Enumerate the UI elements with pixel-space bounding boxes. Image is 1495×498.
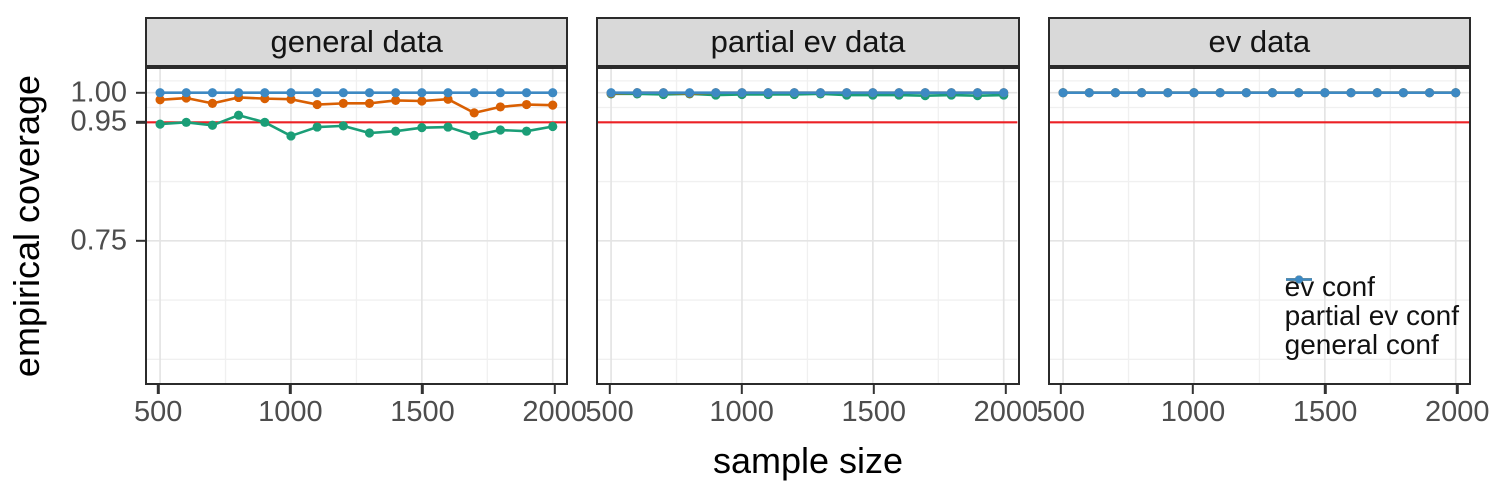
- legend-key-icon: [1285, 275, 1312, 284]
- legend: ev conf partial ev conf general conf: [1285, 272, 1459, 359]
- x-tick-label: 1500: [1292, 396, 1358, 428]
- x-tick-label: 2000: [973, 396, 1039, 428]
- x-tick-mark: [608, 385, 611, 394]
- legend-item: general conf: [1284, 275, 1459, 360]
- facet-ev-data: ev data ev conf partial ev conf general co…: [1037, 17, 1489, 435]
- y-axis: 1.00 0.95 0.75: [0, 67, 145, 385]
- x-tick-label: 500: [134, 396, 183, 428]
- legend-item: partial ev conf: [1284, 275, 1459, 331]
- facet-panel: [596, 67, 1020, 385]
- y-tick-label: 0.95: [70, 105, 127, 138]
- facet-partial-ev-data: partial ev data 500 1000 1500 2000: [585, 17, 1038, 435]
- x-tick-mark: [1323, 385, 1327, 394]
- facet-strip: general data: [145, 17, 569, 67]
- x-axis: 500 1000 1500 2000: [134, 385, 587, 435]
- x-tick-label: 2000: [1424, 396, 1490, 428]
- x-axis: 500 1000 1500 2000: [1037, 385, 1489, 435]
- facet-strip-label: general data: [270, 24, 443, 59]
- x-tick-label: 1000: [1160, 396, 1226, 428]
- y-tick-mark: [136, 121, 145, 124]
- facet-strip-label: partial ev data: [710, 24, 906, 59]
- x-tick-mark: [1004, 385, 1008, 394]
- facet-panel: [145, 67, 569, 385]
- x-tick-mark: [421, 385, 424, 394]
- x-tick-mark: [872, 385, 875, 394]
- y-tick-label: 0.75: [70, 224, 127, 257]
- x-axis: 500 1000 1500 2000: [585, 385, 1038, 435]
- x-tick-label: 1000: [709, 396, 774, 428]
- facet-panel: ev conf partial ev conf general conf: [1047, 67, 1471, 385]
- x-tick-label: 1500: [841, 396, 907, 428]
- x-tick-label: 500: [585, 396, 634, 428]
- x-tick-label: 2000: [522, 396, 587, 428]
- x-tick-mark: [289, 385, 292, 394]
- x-tick-mark: [1191, 385, 1195, 394]
- x-tick-label: 500: [1036, 396, 1086, 428]
- facet-strip: partial ev data: [596, 17, 1020, 67]
- y-tick-mark: [136, 91, 145, 94]
- x-tick-mark: [157, 385, 160, 394]
- x-tick-mark: [740, 385, 743, 394]
- x-tick-mark: [553, 385, 556, 394]
- panel-plot-svg: [147, 69, 567, 383]
- facet-row: general data 500 1000 1500 2000 partial ev …: [134, 17, 1489, 435]
- facet-strip-label: ev data: [1208, 24, 1311, 59]
- legend-item-label: general conf: [1284, 329, 1439, 360]
- facet-strip: ev data: [1047, 17, 1471, 67]
- legend-item-label: partial ev conf: [1284, 300, 1459, 331]
- x-tick-label: 1000: [258, 396, 323, 428]
- x-tick-label: 1500: [390, 396, 455, 428]
- x-tick-mark: [1059, 385, 1063, 394]
- panel-plot-svg: [598, 69, 1018, 383]
- panel-plot-svg: [1049, 69, 1469, 383]
- y-tick-label: 1.00: [70, 76, 127, 109]
- x-tick-mark: [1456, 385, 1459, 394]
- facet-general-data: general data 500 1000 1500 2000: [134, 17, 587, 435]
- y-tick-mark: [136, 239, 145, 242]
- x-axis-title: sample size: [712, 440, 904, 481]
